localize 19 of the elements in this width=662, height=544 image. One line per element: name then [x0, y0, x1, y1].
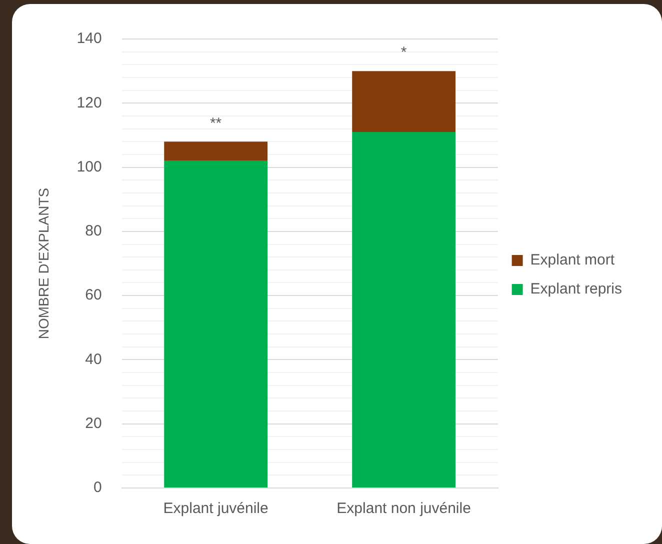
bar	[164, 160, 268, 488]
y-tick-label: 0	[93, 479, 102, 496]
x-tick-label: Explant juvénile	[163, 500, 268, 518]
y-tick-label: 140	[76, 30, 102, 48]
y-axis-title: NOMBRE D'EXPLANTS	[35, 188, 52, 340]
x-tick-label: Explant non juvénile	[336, 500, 471, 518]
y-tick-label: 100	[76, 158, 102, 176]
legend-label: Explant repris	[530, 280, 622, 298]
bar	[164, 142, 268, 161]
annotation: **	[210, 114, 222, 132]
y-tick-label: 80	[85, 222, 102, 240]
y-tick-label: 120	[76, 94, 102, 112]
y-tick-label: 20	[85, 415, 102, 432]
legend-label: Explant mort	[530, 252, 616, 269]
y-tick-label: 40	[85, 350, 102, 368]
bar	[352, 71, 456, 132]
annotation: *	[400, 44, 407, 62]
y-tick-label: 60	[85, 286, 102, 304]
bar	[352, 132, 456, 488]
